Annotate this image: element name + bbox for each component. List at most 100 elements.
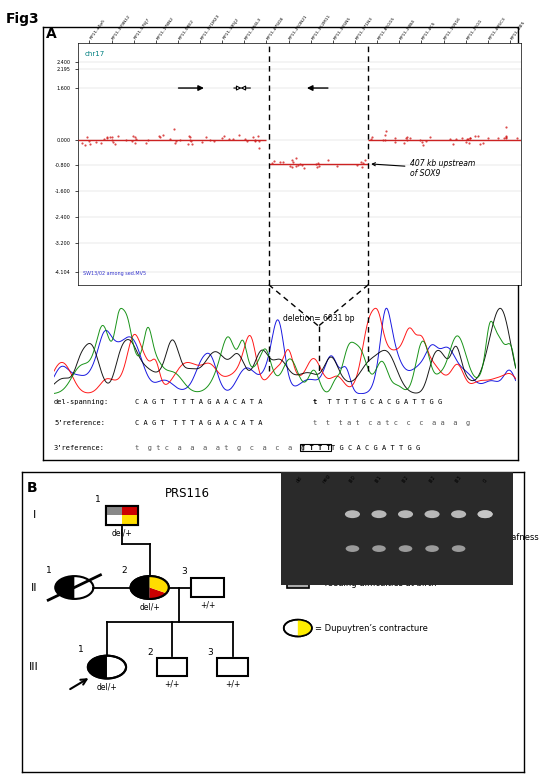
Text: C A G T  T T T A G A A C A T A: C A G T T T T A G A A C A T A [135,420,262,426]
Point [417,136,426,149]
Text: C A G T  T T T A G A A C A T A: C A G T T T T A G A A C A T A [135,399,262,405]
Ellipse shape [452,545,465,552]
Point [144,133,152,146]
Text: 407 kb upstream
of SOX9: 407 kb upstream of SOX9 [373,159,476,179]
Wedge shape [298,619,312,636]
Point [131,131,139,144]
Point [235,129,244,141]
Text: +/+: +/+ [165,679,180,689]
Text: 1: 1 [45,566,51,575]
Point [379,133,388,146]
Point [186,133,194,146]
Text: neg: neg [321,473,331,484]
Point [113,129,122,142]
Ellipse shape [345,510,360,518]
Text: del/+: del/+ [139,602,160,612]
Point [502,130,510,143]
Circle shape [284,530,312,546]
Point [220,129,228,142]
Point [97,137,105,150]
Point [502,129,510,142]
Text: 1: 1 [78,645,84,654]
Point [154,130,163,143]
Text: II: II [31,583,37,593]
Point [501,132,510,144]
Point [218,132,227,144]
Text: 5’reference:: 5’reference: [54,420,105,426]
Bar [106,505,138,525]
Point [312,158,321,170]
Point [185,130,194,143]
Point [224,133,233,145]
Text: t: t [313,399,317,405]
Point [426,130,434,143]
Ellipse shape [426,545,439,552]
Text: deletion= 6031 bp: deletion= 6031 bp [283,314,354,323]
Point [474,130,482,143]
Text: = feeding difficulties at birth: = feeding difficulties at birth [315,579,437,587]
Point [251,134,259,147]
Point [333,160,341,172]
Point [229,133,238,145]
Point [254,129,262,142]
Point [100,133,109,145]
Point [166,133,175,145]
Point [452,133,461,145]
Point [80,139,89,151]
Circle shape [88,656,126,679]
Text: III2: III2 [401,474,410,484]
Point [298,159,306,172]
Bar [191,578,224,597]
Point [463,133,471,145]
Text: T T T T G C A C G A T T G G: T T T T G C A C G A T T G G [320,399,443,405]
Point [251,135,259,147]
Text: III0: III0 [348,474,357,484]
Point [176,133,184,146]
Point [185,130,194,143]
Point [289,156,298,168]
Text: 3: 3 [181,567,187,576]
Circle shape [55,576,93,599]
Point [210,135,219,147]
Text: I: I [32,510,36,520]
Text: t  g t c  a  a  a  a t  g  c  a  c  a  g: t g t c a a a a t g c a c a g [135,445,305,451]
Point [464,133,472,146]
Text: dd: dd [295,475,303,484]
Point [313,161,321,173]
Point [380,129,389,141]
Point [367,133,376,145]
Point [276,156,285,168]
Text: SW13/02 among sed.MV5: SW13/02 among sed.MV5 [83,271,146,276]
Point [400,136,409,149]
Point [446,133,455,145]
Bar [122,505,138,516]
Point [296,158,305,170]
Point [403,131,411,144]
Text: del/+: del/+ [97,682,117,691]
Point [390,131,399,144]
Ellipse shape [477,510,492,518]
Point [466,132,475,144]
Circle shape [460,530,488,546]
Wedge shape [131,576,150,599]
Point [402,132,410,144]
Bar [218,658,247,676]
Text: III: III [29,662,39,672]
Text: +/+: +/+ [200,601,215,610]
Point [478,136,487,149]
Point [313,156,322,168]
Text: 3’reference:: 3’reference: [54,445,105,451]
Point [390,136,399,149]
Point [171,136,179,149]
Point [292,160,301,172]
Point [406,132,415,144]
Circle shape [131,576,168,599]
Wedge shape [284,530,298,546]
Ellipse shape [398,510,413,518]
Point [108,131,117,144]
Point [315,160,323,172]
Text: III2: III2 [428,474,436,484]
Point [197,136,206,148]
Text: del-spanning:: del-spanning: [54,399,109,405]
Text: = PRS: = PRS [315,534,341,542]
